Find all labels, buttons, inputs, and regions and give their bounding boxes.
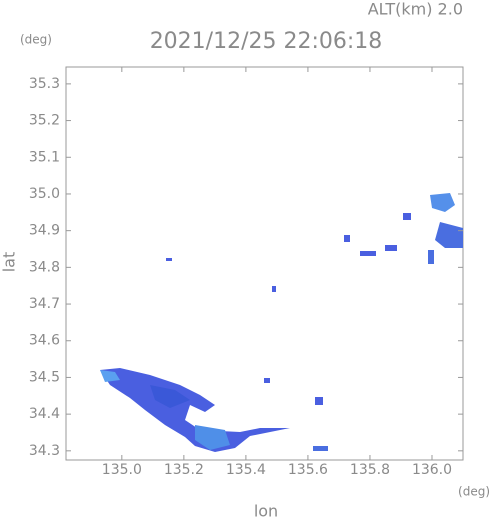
y-tick-label: 34.8 (29, 259, 60, 275)
y-tick-label: 35.1 (29, 149, 60, 165)
y-tick-label: 34.9 (29, 223, 60, 239)
x-tick-label: 135.4 (226, 462, 266, 478)
echo (264, 378, 270, 383)
x-tick-label: 136.0 (412, 462, 452, 478)
chart-title: 2021/12/25 22:06:18 (150, 29, 383, 54)
echo (150, 385, 190, 408)
echo (430, 193, 455, 212)
y-unit: (deg) (20, 33, 52, 47)
echo (403, 213, 411, 220)
echo (100, 370, 120, 382)
x-tick-label: 135.0 (102, 462, 142, 478)
x-tick-label: 135.8 (350, 462, 390, 478)
echo (360, 251, 376, 256)
x-tick-label: 135.6 (288, 462, 328, 478)
x-tick-label: 135.2 (164, 462, 204, 478)
echo (313, 446, 328, 451)
radar-echoes (100, 193, 463, 452)
y-tick-label: 34.5 (29, 369, 60, 385)
y-tick-label: 34.4 (29, 406, 60, 422)
y-tick-label: 34.6 (29, 333, 60, 349)
echo (344, 235, 350, 242)
altitude-label: ALT(km) 2.0 (368, 0, 463, 19)
echo (435, 222, 463, 248)
y-tick-label: 35.2 (29, 113, 60, 129)
echo (385, 245, 397, 251)
y-tick-label: 34.7 (29, 296, 60, 312)
x-unit: (deg) (458, 485, 490, 499)
x-axis-title: lon (254, 502, 278, 521)
echo (100, 368, 290, 452)
echo (272, 286, 276, 292)
y-axis-title: lat (0, 252, 19, 273)
echo (195, 425, 230, 450)
echo (315, 397, 323, 405)
echo (428, 250, 434, 264)
y-tick-label: 35.0 (29, 186, 60, 202)
y-tick-label: 35.3 (29, 76, 60, 92)
plot-frame (65, 66, 464, 461)
echo (166, 258, 172, 261)
y-tick-label: 34.3 (29, 443, 60, 459)
